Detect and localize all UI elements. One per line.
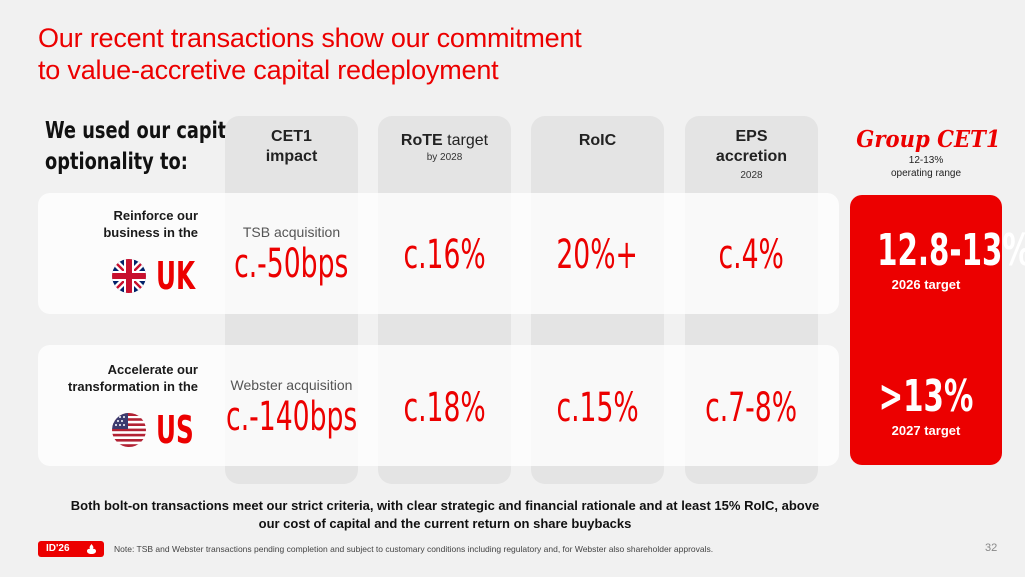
row-label-line-1: Accelerate our — [107, 362, 198, 377]
flame-icon — [87, 544, 96, 554]
slide-title-line-1: Our recent transactions show our commitm… — [38, 23, 582, 53]
column-header-rote: RoTE target by 2028 — [378, 131, 511, 165]
eps-value: c.4% — [718, 232, 785, 278]
column-header-roic: RoIC — [531, 131, 664, 151]
footer-line-1: Both bolt-on transactions meet our stric… — [70, 498, 820, 513]
region-code-us: US — [156, 408, 194, 452]
footnote: Note: TSB and Webster transactions pendi… — [114, 544, 714, 554]
footer-statement: Both bolt-on transactions meet our stric… — [40, 497, 850, 533]
cet1-value: c.-140bps — [225, 394, 358, 440]
row-us-label: Accelerate our transformation in the — [38, 361, 198, 395]
roic-value: c.15% — [556, 385, 639, 431]
cell-us-eps: c.7-8% — [685, 358, 818, 458]
page-number: 32 — [985, 542, 998, 554]
group-cet1-label-2026: 2026 target — [891, 277, 961, 292]
column-header-main: CET1 — [271, 128, 312, 145]
cell-us-rote: c.18% — [378, 358, 511, 458]
group-cet1-value-2027-text: >13% — [878, 371, 974, 422]
cell-us-cet1: Webster acquisition c.-140bps — [225, 358, 358, 458]
group-cet1-value-2027: >13% — [850, 373, 1002, 421]
group-cet1-header: Group CET1 12-13% operating range — [850, 126, 1002, 180]
row-uk-label: Reinforce our business in the — [38, 207, 198, 241]
cet1-caption: Webster acquisition — [230, 377, 353, 393]
cet1-caption: TSB acquisition — [242, 224, 341, 240]
cell-uk-cet1: TSB acquisition c.-50bps — [225, 205, 358, 305]
lead-text: We used our capital optionality to: — [45, 116, 245, 178]
eps-value: c.7-8% — [705, 385, 798, 431]
group-cet1-range-label: operating range — [890, 168, 962, 179]
slide-title: Our recent transactions show our commitm… — [38, 22, 738, 86]
group-cet1-title: Group CET1 — [856, 126, 1001, 153]
region-us: US — [112, 410, 208, 450]
column-header-main: RoIC — [578, 132, 617, 149]
column-header-main-bold: RoTE — [400, 132, 443, 149]
lead-line-2: optionality to: — [45, 149, 188, 175]
rote-value: c.16% — [403, 232, 486, 278]
region-uk: UK — [112, 256, 210, 296]
uk-flag-icon — [112, 259, 146, 293]
cell-us-roic: c.15% — [531, 358, 664, 458]
lead-line-1: We used our capital — [45, 118, 245, 144]
row-label-line-2: business in the — [103, 225, 198, 240]
column-header-sub: 2028 — [740, 170, 763, 181]
group-cet1-value-2026: 12.8-13% — [850, 227, 1025, 275]
row-us — [38, 345, 839, 466]
cell-uk-eps: c.4% — [685, 205, 818, 305]
region-code-uk: UK — [156, 254, 196, 298]
cell-uk-rote: c.16% — [378, 205, 511, 305]
column-header-main-light: target — [442, 132, 489, 149]
roic-value: 20%+ — [556, 232, 639, 278]
cell-uk-roic: 20%+ — [531, 205, 664, 305]
group-cet1-value-2026-text: 12.8-13% — [877, 225, 1025, 276]
row-label-line-2: transformation in the — [67, 379, 198, 394]
column-header-main: RoTE target — [378, 131, 511, 151]
cet1-value: c.-50bps — [234, 241, 349, 287]
row-uk — [38, 193, 839, 314]
footer-line-2: our cost of capital and the current retu… — [258, 516, 632, 531]
column-header-main-2: accretion — [715, 148, 788, 165]
column-header-eps: EPS accretion 2028 — [685, 127, 818, 183]
column-header-sub: by 2028 — [426, 152, 463, 163]
slide-title-line-2: to value-accretive capital redeployment — [38, 55, 499, 85]
rote-value: c.18% — [403, 385, 486, 431]
us-flag-icon — [112, 413, 146, 447]
group-cet1-label-2027: 2027 target — [891, 423, 961, 438]
group-cet1-box: 12.8-13% 2026 target >13% 2027 target — [850, 195, 1025, 465]
row-label-line-1: Reinforce our — [113, 208, 198, 223]
column-header-main: EPS — [735, 128, 768, 145]
event-logo-text: ID'26 — [46, 543, 70, 554]
column-header-main-2: impact — [265, 148, 318, 165]
group-cet1-range: 12-13% — [908, 155, 944, 166]
column-header-cet1: CET1 impact — [225, 127, 358, 167]
event-logo: ID'26 — [38, 541, 104, 557]
